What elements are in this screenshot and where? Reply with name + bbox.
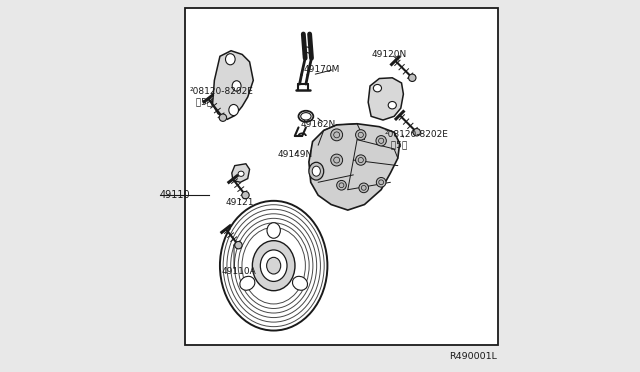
Ellipse shape (240, 276, 255, 290)
Polygon shape (368, 78, 403, 120)
Text: ²08120-8202E
  ＜5＞: ²08120-8202E ＜5＞ (385, 130, 449, 150)
Polygon shape (232, 164, 250, 182)
Ellipse shape (225, 54, 235, 65)
Circle shape (242, 192, 249, 199)
Ellipse shape (238, 171, 244, 176)
Ellipse shape (229, 105, 239, 116)
Polygon shape (309, 124, 400, 210)
Circle shape (219, 114, 227, 121)
Ellipse shape (267, 257, 281, 274)
Ellipse shape (292, 276, 307, 290)
Text: 49121: 49121 (225, 198, 254, 207)
Circle shape (376, 136, 387, 146)
Circle shape (331, 154, 342, 166)
Text: 49110A: 49110A (222, 267, 257, 276)
Circle shape (408, 74, 416, 81)
Ellipse shape (260, 250, 287, 282)
Text: 49110: 49110 (160, 190, 191, 200)
Ellipse shape (312, 166, 321, 176)
Circle shape (337, 180, 346, 190)
Text: R490001L: R490001L (449, 352, 497, 361)
Ellipse shape (252, 241, 295, 291)
Circle shape (413, 129, 420, 136)
Ellipse shape (267, 223, 280, 238)
Ellipse shape (388, 102, 396, 109)
Text: 49120N: 49120N (371, 50, 406, 59)
Polygon shape (212, 51, 253, 119)
Circle shape (356, 130, 366, 140)
Bar (185, 8, 498, 345)
Circle shape (331, 129, 342, 141)
Ellipse shape (373, 84, 381, 92)
Ellipse shape (232, 81, 241, 91)
Text: 49162N: 49162N (301, 121, 336, 129)
Text: 49170M: 49170M (304, 65, 340, 74)
Text: ²08120-8202E
  ＜5＞: ²08120-8202E ＜5＞ (189, 87, 253, 107)
Circle shape (376, 177, 386, 187)
Ellipse shape (309, 162, 324, 180)
Circle shape (356, 155, 366, 165)
Circle shape (359, 183, 369, 193)
Text: 49149N: 49149N (277, 150, 312, 159)
Circle shape (235, 241, 242, 249)
